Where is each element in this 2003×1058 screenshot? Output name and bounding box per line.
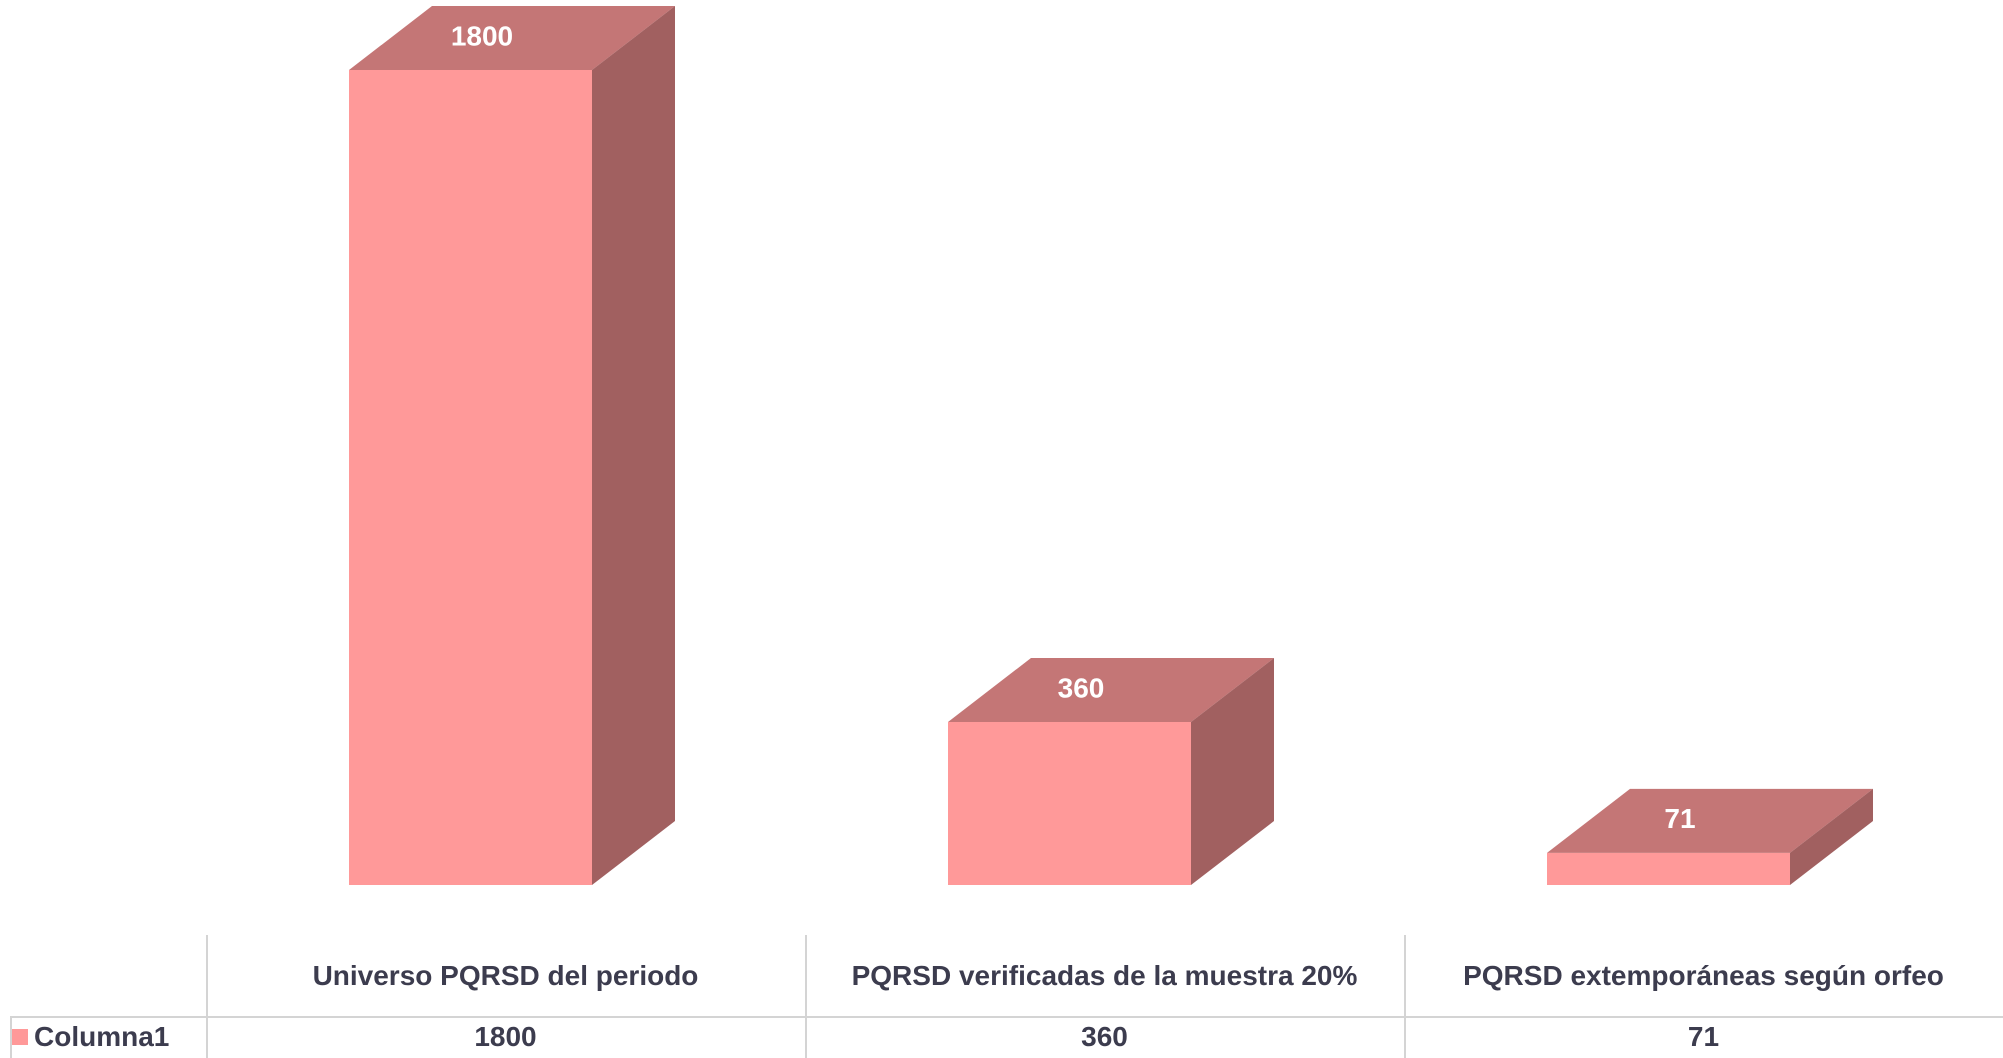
table-value: 360 (1081, 1021, 1128, 1052)
plot-area: 1800 360 71 (349, 6, 1873, 885)
bar-front (948, 722, 1191, 885)
legend-entry: Columna1 (12, 1016, 206, 1058)
legend-key (12, 1029, 28, 1045)
table-border (1404, 935, 1406, 1058)
bar-top (1547, 788, 1873, 853)
legend-label: Columna1 (34, 1021, 170, 1052)
table-value: 1800 (474, 1021, 537, 1052)
bar-front (1547, 852, 1790, 885)
bar-side (1790, 788, 1873, 885)
table-header: PQRSD verificadas de la muestra 20% (851, 959, 1358, 991)
bar-side (592, 6, 675, 885)
table-border (10, 1016, 2003, 1018)
bar-top (948, 658, 1274, 722)
table-header: Universo PQRSD del periodo (312, 959, 699, 991)
table-border (805, 935, 807, 1058)
bar-top (349, 6, 675, 70)
table-border (10, 1016, 12, 1058)
bar-side (1191, 658, 1274, 885)
table-value: 71 (1687, 1021, 1720, 1052)
data-label: 71 (1664, 803, 1695, 834)
data-label: 360 (1058, 672, 1105, 703)
bar-front (349, 70, 592, 885)
table-border (206, 935, 208, 1058)
data-label: 1800 (451, 20, 513, 51)
table-header: PQRSD extemporáneas según orfeo (1463, 959, 1944, 991)
